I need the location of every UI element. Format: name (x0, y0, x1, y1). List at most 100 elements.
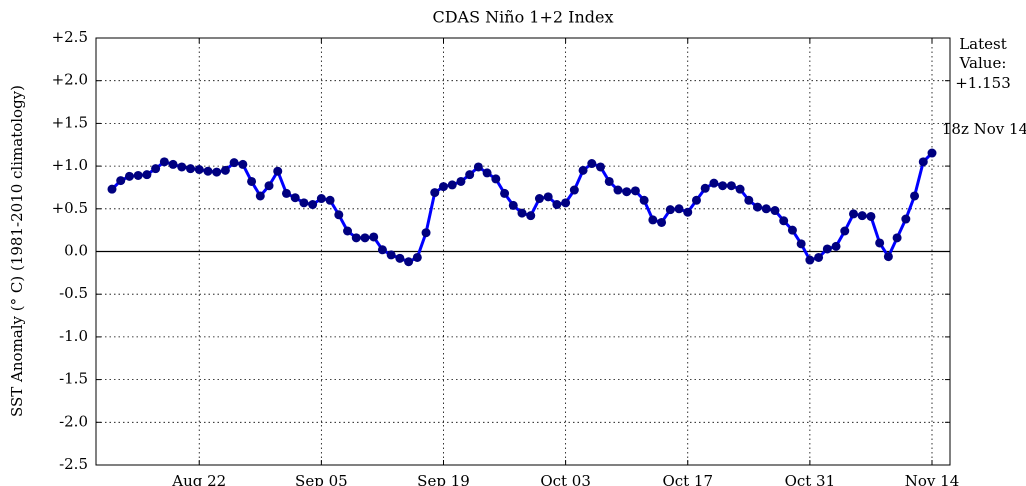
data-point (151, 164, 161, 174)
x-tick-label: Sep 05 (295, 472, 348, 486)
data-point (186, 164, 196, 174)
data-point (124, 171, 134, 181)
y-axis-label: SST Anomaly (° C) (1981-2010 climatology… (8, 85, 26, 417)
y-tick-label: -2.5 (59, 455, 88, 473)
y-tick-label: +2.0 (52, 71, 88, 89)
data-point (133, 170, 143, 180)
data-point (639, 195, 649, 205)
data-point (377, 245, 387, 255)
data-point (761, 204, 771, 214)
data-point (718, 181, 728, 191)
data-point (622, 187, 632, 197)
data-point (404, 257, 414, 267)
data-point (770, 206, 780, 216)
data-point (927, 148, 937, 158)
data-point (508, 200, 518, 210)
y-tick-label: +1.5 (52, 113, 88, 131)
data-point (343, 226, 353, 236)
data-point (613, 185, 623, 195)
data-point (517, 208, 527, 218)
y-tick-label: +0.5 (52, 199, 88, 217)
data-point (500, 188, 510, 198)
data-point (805, 255, 815, 265)
data-point (552, 200, 562, 210)
data-point (438, 182, 448, 192)
data-point (255, 191, 265, 201)
x-tick-label: Sep 19 (417, 472, 470, 486)
data-point (281, 188, 291, 198)
data-point (247, 176, 257, 186)
x-tick-label: Oct 17 (662, 472, 713, 486)
y-tick-label: -0.5 (59, 284, 88, 302)
data-point (840, 226, 850, 236)
data-point (578, 165, 588, 175)
data-point (657, 217, 667, 227)
data-point (264, 181, 274, 191)
data-point (779, 216, 789, 226)
data-point (220, 165, 230, 175)
data-point (456, 176, 466, 186)
data-point (604, 176, 614, 186)
data-point (360, 233, 370, 243)
data-point (526, 211, 536, 221)
data-point (430, 188, 440, 198)
y-tick-label: -1.0 (59, 327, 88, 345)
data-point (212, 167, 222, 177)
data-point (482, 168, 492, 178)
data-point (700, 183, 710, 193)
y-tick-label: +2.5 (52, 28, 88, 46)
data-point (674, 204, 684, 214)
data-point (596, 162, 606, 172)
data-point (316, 194, 326, 204)
data-point (787, 225, 797, 235)
annotation: +1.153 (955, 74, 1011, 92)
data-point (334, 210, 344, 220)
data-point (395, 253, 405, 263)
data-point (709, 178, 719, 188)
data-point (796, 239, 806, 249)
data-point (386, 250, 396, 260)
x-tick-label: Aug 22 (171, 472, 226, 486)
data-point (447, 180, 457, 190)
data-point (308, 200, 318, 210)
x-tick-label: Nov 14 (905, 472, 960, 486)
data-point (168, 159, 178, 169)
data-point (203, 166, 213, 176)
data-point (901, 214, 911, 224)
data-point (421, 228, 431, 238)
x-tick-label: Oct 31 (785, 472, 836, 486)
data-point (892, 233, 902, 243)
y-tick-label: 0.0 (64, 242, 88, 260)
data-point (866, 211, 876, 221)
data-point (465, 170, 475, 180)
data-point (875, 238, 885, 248)
data-point (369, 232, 379, 242)
data-point (473, 162, 483, 172)
data-point (325, 195, 335, 205)
data-point (587, 159, 597, 169)
data-point (351, 233, 361, 243)
plot-frame (95, 37, 951, 466)
data-point (290, 193, 300, 203)
data-point (814, 252, 824, 262)
data-point (822, 244, 832, 254)
data-point (683, 207, 693, 217)
data-point (726, 181, 736, 191)
y-tick-label: -1.5 (59, 370, 88, 388)
data-point (910, 191, 920, 201)
data-point (561, 198, 571, 208)
data-point (918, 157, 928, 167)
y-tick-label: +1.0 (52, 156, 88, 174)
data-point (107, 184, 117, 194)
x-tick-label: Oct 03 (540, 472, 591, 486)
y-tick-label: -2.0 (59, 412, 88, 430)
annotation: 18z Nov 14 (942, 120, 1026, 138)
data-point (412, 252, 422, 262)
data-point (238, 159, 248, 169)
data-point (569, 185, 579, 195)
data-point (883, 252, 893, 262)
data-point (194, 165, 204, 175)
data-point (848, 209, 858, 219)
data-point (691, 195, 701, 205)
